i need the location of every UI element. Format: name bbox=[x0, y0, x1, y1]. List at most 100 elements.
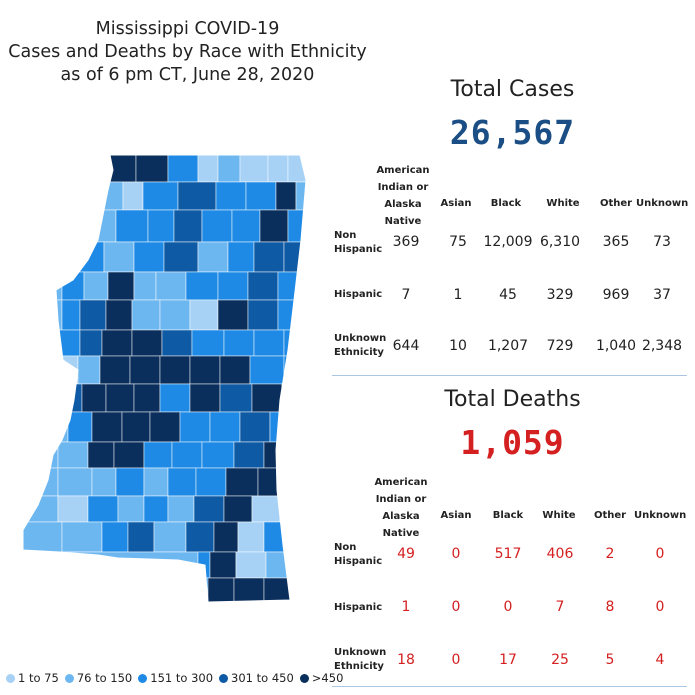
deaths-col-header-aian: American Indian or Alaska Native bbox=[366, 474, 436, 542]
legend-label-3: 151 to 300 bbox=[150, 671, 214, 685]
county-shape bbox=[245, 181, 277, 211]
county-shape bbox=[61, 521, 103, 553]
county-shape bbox=[193, 495, 225, 523]
county-shape bbox=[61, 271, 85, 301]
county-shape bbox=[201, 209, 233, 243]
deaths-h-unknown: 0 bbox=[655, 599, 665, 615]
county-shape bbox=[23, 181, 99, 211]
col-header-black: Black bbox=[490, 198, 522, 209]
county-shape bbox=[227, 241, 255, 273]
county-shape bbox=[129, 355, 161, 385]
col-header-aian-line1: American bbox=[376, 165, 430, 176]
cases-u-black: 1,207 bbox=[487, 338, 529, 354]
county-shape bbox=[159, 355, 191, 385]
cases-nh-asian: 75 bbox=[449, 234, 467, 250]
deaths-h-white: 7 bbox=[555, 599, 565, 615]
cases-h-other: 969 bbox=[602, 287, 630, 303]
county-shape bbox=[197, 241, 229, 273]
legend-swatch-1 bbox=[6, 673, 15, 683]
county-shape bbox=[269, 411, 301, 443]
deaths-u-white: 25 bbox=[551, 652, 569, 668]
county-shape bbox=[23, 467, 59, 497]
deaths-h-aian: 1 bbox=[401, 599, 411, 615]
deaths-nh-other: 2 bbox=[605, 546, 615, 562]
title-line-2: Cases and Deaths by Race with Ethnicity bbox=[8, 42, 367, 62]
county-shape bbox=[219, 383, 253, 413]
legend-item-5: >450 bbox=[299, 671, 343, 685]
county-shape bbox=[223, 495, 253, 523]
county-shape bbox=[57, 495, 89, 523]
county-shape bbox=[57, 441, 89, 469]
row-label-non-hispanic-line1: Non bbox=[334, 230, 357, 241]
col-header-asian: Asian bbox=[440, 198, 472, 209]
deaths-row-label-nh-line2: Hispanic bbox=[334, 556, 383, 567]
county-shape bbox=[167, 467, 197, 497]
county-shape bbox=[105, 299, 133, 331]
deaths-u-unknown: 4 bbox=[655, 652, 665, 668]
deaths-col-header-black: Black bbox=[492, 510, 524, 521]
title-line-3: as of 6 pm CT, June 28, 2020 bbox=[60, 65, 315, 85]
county-shape bbox=[97, 181, 124, 211]
county-shape bbox=[310, 496, 318, 522]
cases-nh-white: 6,310 bbox=[539, 234, 581, 250]
county-shape bbox=[195, 467, 227, 497]
county-shape bbox=[263, 441, 295, 469]
county-shape bbox=[122, 181, 144, 211]
county-shape bbox=[259, 209, 289, 243]
county-shape bbox=[233, 441, 265, 469]
legend-item-1: 1 to 75 bbox=[6, 671, 59, 685]
county-shape bbox=[133, 241, 165, 273]
col-header-aian: American Indian or Alaska Native bbox=[368, 162, 438, 230]
county-shape bbox=[295, 181, 306, 211]
cases-h-black: 45 bbox=[499, 287, 517, 303]
row-label-unknown-ethnicity: Unknown Ethnicity bbox=[334, 332, 386, 360]
row-label-non-hispanic-line2: Hispanic bbox=[334, 244, 383, 255]
county-shape bbox=[105, 383, 135, 413]
deaths-col-header-aian-line1: American bbox=[374, 477, 428, 488]
county-shape bbox=[103, 241, 135, 273]
county-shape bbox=[147, 209, 175, 243]
county-shape bbox=[163, 241, 199, 273]
cases-h-white: 329 bbox=[546, 287, 574, 303]
cases-nh-other: 365 bbox=[602, 234, 630, 250]
county-shape bbox=[277, 271, 306, 301]
deaths-nh-asian: 0 bbox=[451, 546, 461, 562]
county-shape bbox=[287, 467, 306, 497]
deaths-row-label-unknown-ethnicity: Unknown Ethnicity bbox=[334, 646, 386, 674]
county-shape bbox=[133, 383, 161, 413]
county-shape bbox=[79, 299, 107, 331]
legend-swatch-5 bbox=[299, 673, 309, 683]
county-shape bbox=[215, 181, 247, 211]
deaths-col-header-aian-line2: Indian or bbox=[375, 494, 427, 505]
legend-swatch-3 bbox=[138, 673, 148, 683]
county-shape bbox=[237, 521, 265, 553]
county-shape bbox=[57, 355, 79, 385]
county-shape bbox=[217, 271, 249, 301]
county-shape bbox=[209, 551, 237, 579]
county-shape bbox=[291, 521, 306, 553]
county-shape bbox=[249, 355, 285, 385]
deaths-h-other: 8 bbox=[605, 599, 615, 615]
deaths-nh-black: 517 bbox=[494, 546, 522, 562]
county-shape bbox=[185, 271, 219, 301]
county-shape bbox=[279, 495, 306, 523]
county-shape bbox=[127, 521, 155, 553]
county-shape bbox=[251, 383, 283, 413]
county-shape bbox=[23, 577, 209, 602]
county-shape bbox=[314, 330, 318, 356]
county-shape bbox=[87, 209, 117, 243]
mississippi-county-map bbox=[22, 154, 318, 603]
col-header-aian-line3: Alaska Native bbox=[384, 199, 422, 227]
col-header-unknown: Unknown bbox=[636, 198, 689, 209]
county-shape bbox=[131, 329, 163, 357]
county-shape bbox=[23, 441, 59, 469]
county-shape bbox=[67, 411, 93, 443]
cases-nh-aian: 369 bbox=[392, 234, 420, 250]
county-shape bbox=[87, 495, 119, 523]
county-shape bbox=[213, 521, 239, 553]
col-header-white: White bbox=[546, 198, 580, 209]
deaths-u-black: 17 bbox=[499, 652, 517, 668]
cases-u-other: 1,040 bbox=[595, 338, 637, 354]
county-shape bbox=[283, 355, 306, 385]
row-label-hispanic: Hispanic bbox=[334, 289, 383, 300]
